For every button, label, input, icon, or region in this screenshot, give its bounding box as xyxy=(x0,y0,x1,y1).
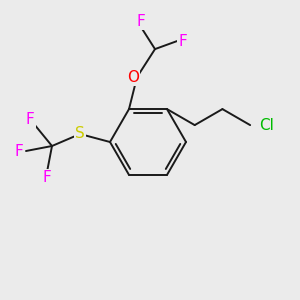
Text: F: F xyxy=(26,112,34,127)
Text: Cl: Cl xyxy=(259,118,274,133)
Text: O: O xyxy=(127,70,139,85)
Text: F: F xyxy=(43,170,51,185)
Text: S: S xyxy=(75,127,85,142)
Text: F: F xyxy=(136,14,146,28)
Text: F: F xyxy=(15,143,23,158)
Text: F: F xyxy=(178,34,188,49)
